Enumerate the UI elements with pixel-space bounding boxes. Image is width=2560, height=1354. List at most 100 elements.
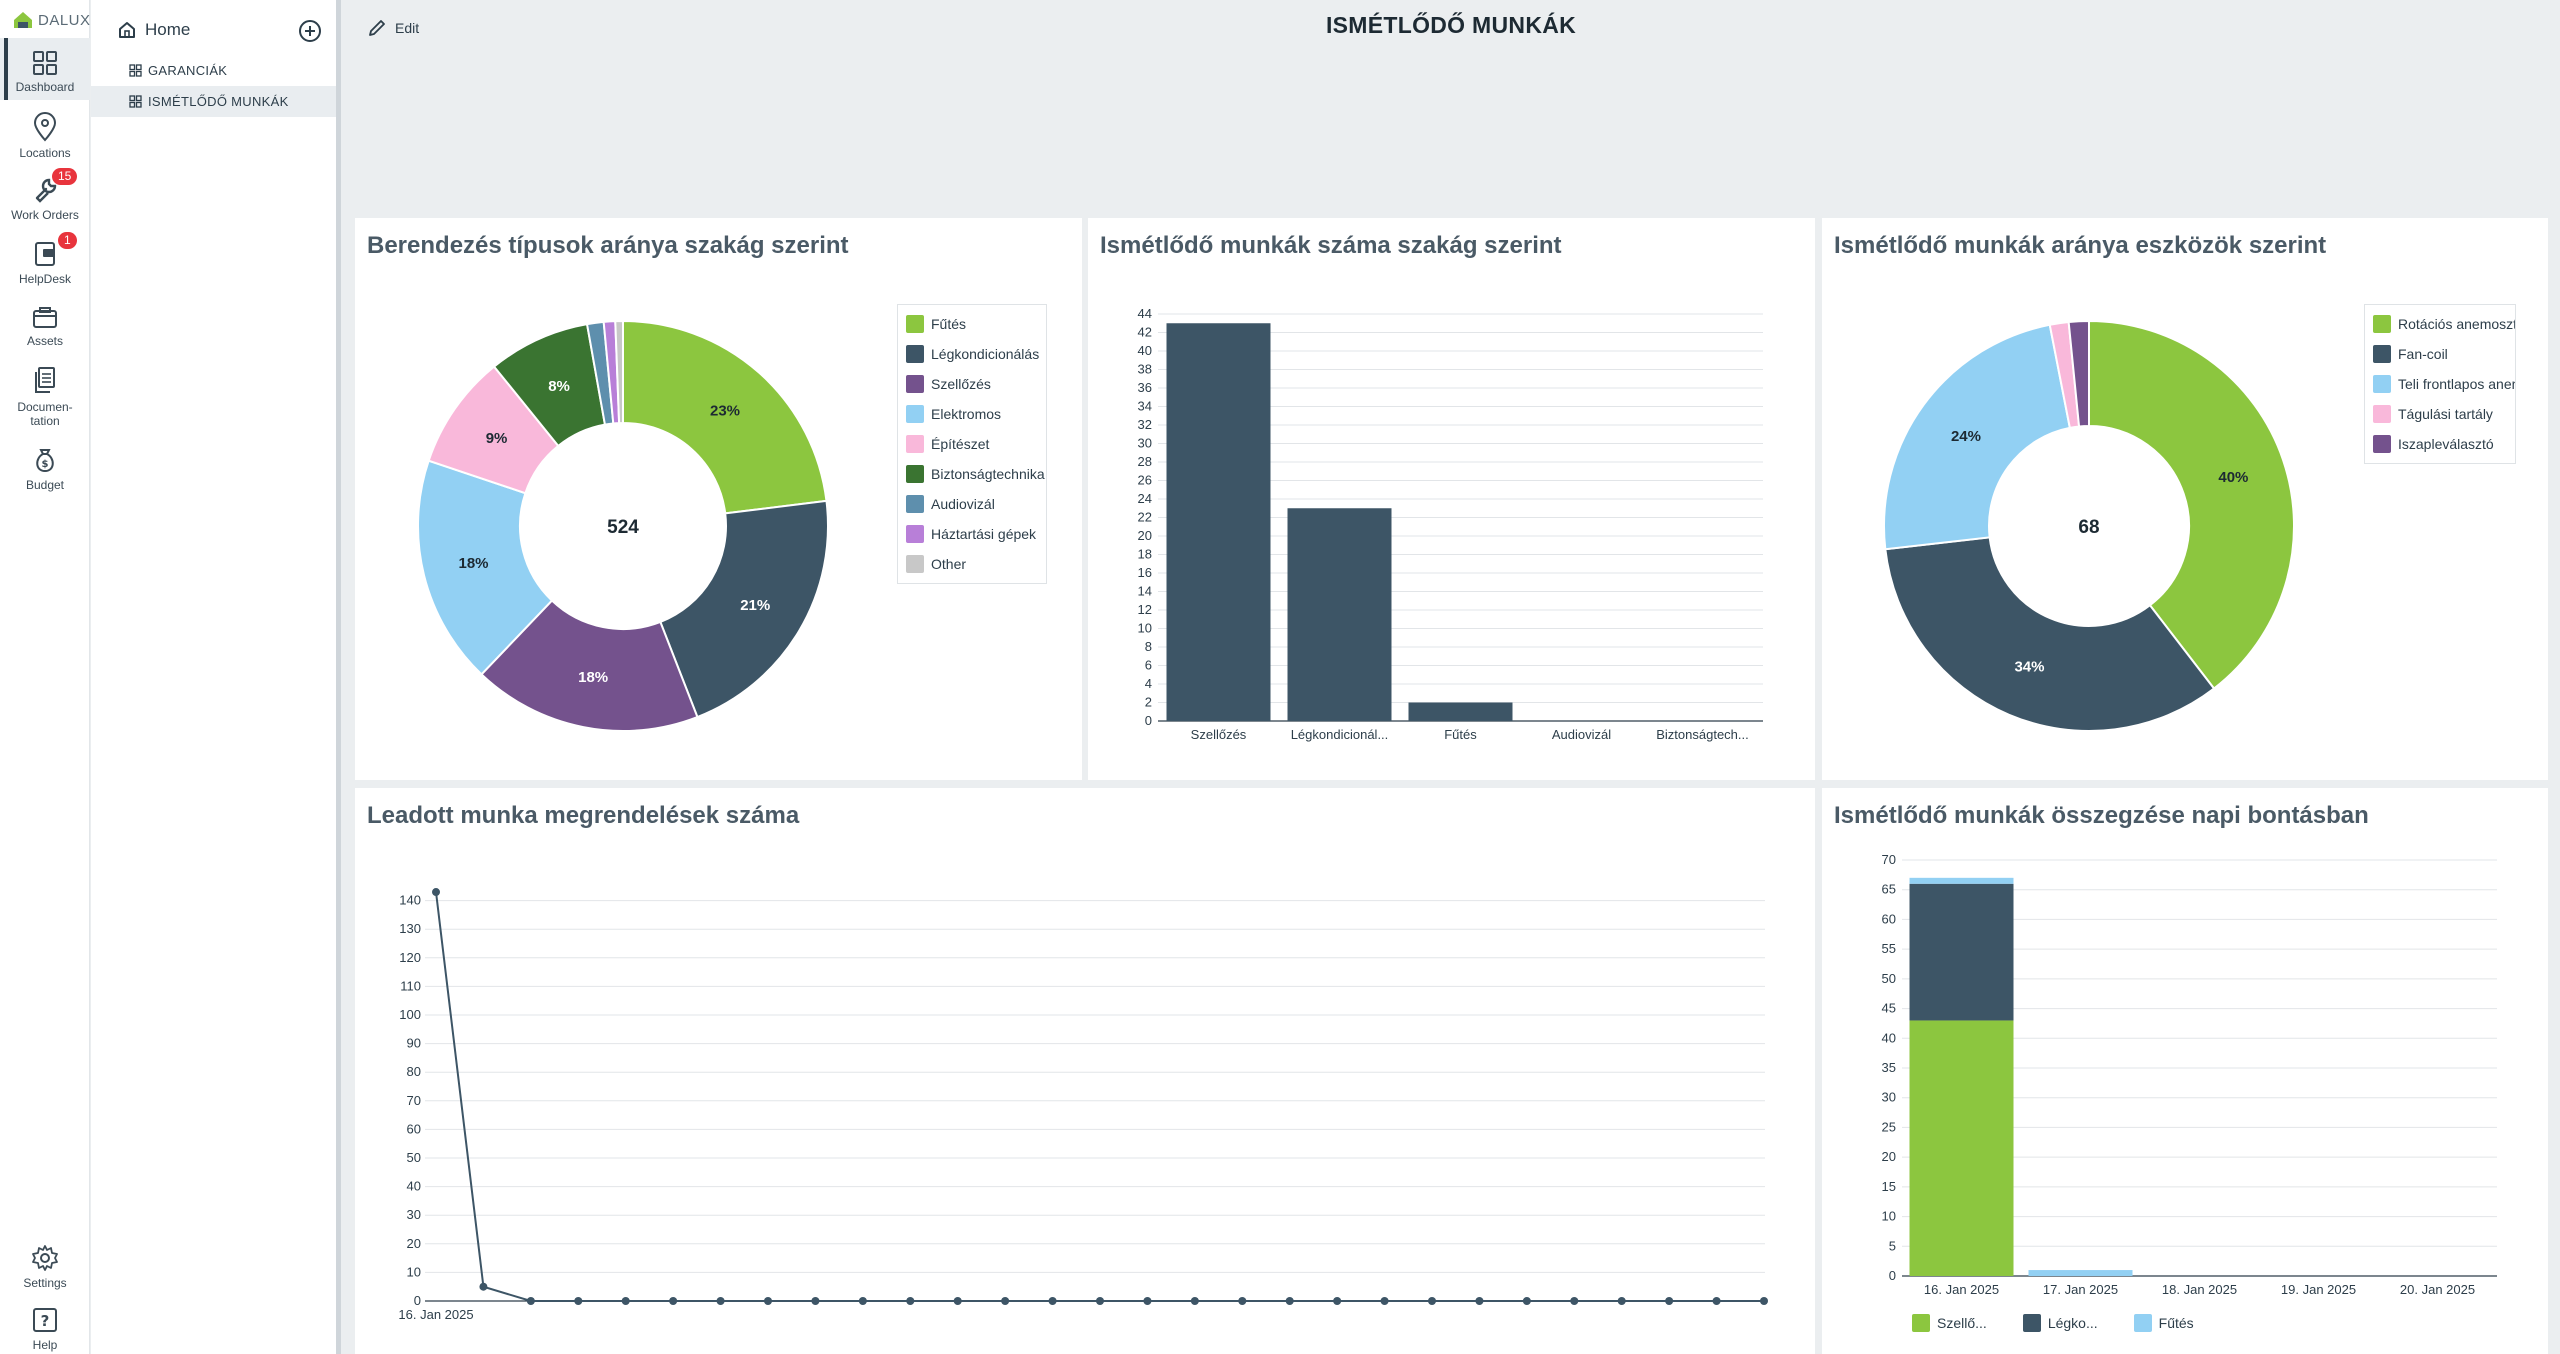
data-point[interactable]: [1238, 1297, 1247, 1305]
rail-item-budget[interactable]: $ Budget: [0, 446, 90, 492]
rail-item-dashboard[interactable]: Dashboard: [0, 38, 90, 100]
legend-entry[interactable]: Biztonságtechnika: [898, 459, 1046, 489]
y-tick-label: 60: [1882, 911, 1896, 926]
data-point[interactable]: [1475, 1297, 1484, 1305]
y-tick-label: 40: [407, 1179, 421, 1194]
data-point[interactable]: [1522, 1297, 1531, 1305]
nav-item-ismetlodo-munkak[interactable]: ISMÉTLŐDŐ MUNKÁK: [91, 86, 336, 117]
legend-entry[interactable]: Fan-coil: [2365, 339, 2515, 369]
data-point[interactable]: [953, 1297, 962, 1305]
legend-entry[interactable]: Szellőzés: [898, 369, 1046, 399]
data-point[interactable]: [1380, 1297, 1389, 1305]
dalux-logo[interactable]: DALUX: [12, 10, 91, 30]
nav-home[interactable]: Home: [117, 20, 190, 40]
data-point[interactable]: [669, 1297, 678, 1305]
data-point[interactable]: [906, 1297, 915, 1305]
data-point[interactable]: [1143, 1297, 1152, 1305]
pie-slice[interactable]: [1883, 323, 2072, 551]
data-point[interactable]: [1285, 1297, 1294, 1305]
y-tick-label: 50: [407, 1150, 421, 1165]
data-point[interactable]: [858, 1297, 867, 1305]
data-point[interactable]: [764, 1297, 772, 1305]
data-point[interactable]: [1190, 1297, 1199, 1305]
x-tick-label: Biztonságtech...: [1656, 727, 1749, 742]
stacked-bar-segment[interactable]: [1909, 883, 2014, 1021]
legend-entry[interactable]: Háztartási gépek: [898, 519, 1046, 549]
y-tick-label: 30: [1138, 436, 1152, 451]
rail-label-budget: Budget: [25, 478, 65, 492]
rail-item-help[interactable]: ? Help: [0, 1306, 90, 1352]
legend-entry[interactable]: Szellő...: [1912, 1314, 1987, 1332]
legend-entry[interactable]: Fűtés: [898, 309, 1046, 339]
panel-napi-bontas: Ismétlődő munkák összegzése napi bontásb…: [1822, 788, 2548, 1354]
slice-label: 8%: [548, 378, 570, 395]
nav-item-garanciak[interactable]: GARANCIÁK: [91, 55, 336, 86]
pie-slice[interactable]: [622, 319, 828, 515]
rail-item-work-orders[interactable]: 15 Work Orders: [0, 168, 90, 222]
rail-label-help: Help: [32, 1338, 58, 1352]
pie-slice[interactable]: [480, 599, 699, 732]
rail-item-documentation[interactable]: Documen- tation: [0, 366, 90, 428]
bar[interactable]: [1166, 323, 1271, 721]
pie-slice[interactable]: [614, 319, 624, 425]
legend-entry[interactable]: Légkondicionálás: [898, 339, 1046, 369]
legend-entry[interactable]: Építészet: [898, 429, 1046, 459]
data-point[interactable]: [1001, 1297, 1010, 1305]
legend-entry[interactable]: Tágulási tartály: [2365, 399, 2515, 429]
data-point[interactable]: [574, 1297, 583, 1305]
rail-item-helpdesk[interactable]: 1 HelpDesk: [0, 232, 90, 286]
data-point[interactable]: [1096, 1297, 1104, 1305]
y-tick-label: 38: [1138, 362, 1152, 377]
slice-label: 24%: [1951, 428, 1981, 445]
legend-entry[interactable]: Elektromos: [898, 399, 1046, 429]
legend-label: Fűtés: [931, 316, 967, 332]
y-tick-label: 130: [399, 921, 421, 936]
pie-slice[interactable]: [1884, 536, 2216, 732]
stacked-bar-segment[interactable]: [1909, 877, 2014, 884]
pie-slice[interactable]: [2067, 319, 2090, 428]
data-point[interactable]: [1617, 1297, 1626, 1305]
data-point[interactable]: [1760, 1297, 1768, 1305]
data-point[interactable]: [811, 1297, 820, 1305]
legend-entry[interactable]: Iszapleválasztó: [2365, 429, 2515, 459]
bar[interactable]: [1408, 702, 1513, 722]
data-point[interactable]: [432, 888, 440, 897]
legend-entry[interactable]: Teli frontlapos anem: [2365, 369, 2515, 399]
data-point[interactable]: [1333, 1297, 1342, 1305]
nav-panel: Home GARANCIÁK ISMÉTLŐDŐ MUNKÁK: [91, 0, 341, 1354]
legend-entry[interactable]: Légko...: [2022, 1314, 2098, 1332]
stacked-bar-chart-napi: 0 5 10 15 20 25 30 35 40 45 50 55 60 65 70 16. Jan 2025…: [1882, 852, 2497, 1297]
legend-label: Iszapleválasztó: [2398, 436, 2494, 452]
data-point[interactable]: [1665, 1297, 1674, 1305]
data-point[interactable]: [526, 1297, 535, 1305]
pie-slice[interactable]: [2088, 319, 2295, 690]
bar[interactable]: [1287, 508, 1392, 721]
rail-item-locations[interactable]: Locations: [0, 112, 90, 160]
data-point[interactable]: [479, 1282, 488, 1291]
data-point[interactable]: [1570, 1297, 1579, 1305]
rail-item-settings[interactable]: Settings: [0, 1244, 90, 1290]
x-tick-label: Légkondicionál...: [1291, 727, 1389, 742]
data-point[interactable]: [1048, 1297, 1057, 1305]
assets-icon: [33, 307, 57, 328]
legend-entry[interactable]: Fűtés: [2133, 1314, 2194, 1332]
legend-entry[interactable]: Rotációs anemoszt: [2365, 309, 2515, 339]
stacked-bar-segment[interactable]: [2028, 1270, 2133, 1276]
legend-label: Építészet: [931, 436, 990, 452]
add-dashboard-icon[interactable]: [298, 19, 322, 43]
data-point[interactable]: [1712, 1297, 1721, 1305]
rail-item-assets[interactable]: Assets: [0, 306, 90, 348]
data-point[interactable]: [621, 1297, 630, 1305]
data-point[interactable]: [716, 1297, 725, 1305]
legend-entry[interactable]: Audiovizál: [898, 489, 1046, 519]
pie-slice[interactable]: [659, 499, 829, 719]
legend-entry[interactable]: Other: [898, 549, 1046, 579]
rail-label-documentation: Documen-: [17, 400, 73, 414]
edit-button[interactable]: Edit: [367, 18, 419, 38]
data-point[interactable]: [1428, 1297, 1436, 1305]
pie-slice[interactable]: [417, 459, 554, 676]
legend-label: Elektromos: [931, 406, 1002, 422]
legend-berendezes: Fűtés Légkondicionálás Szellőzés Elektromos…: [897, 304, 1047, 584]
y-tick-label: 35: [1882, 1060, 1896, 1075]
stacked-bar-segment[interactable]: [1909, 1020, 2014, 1276]
